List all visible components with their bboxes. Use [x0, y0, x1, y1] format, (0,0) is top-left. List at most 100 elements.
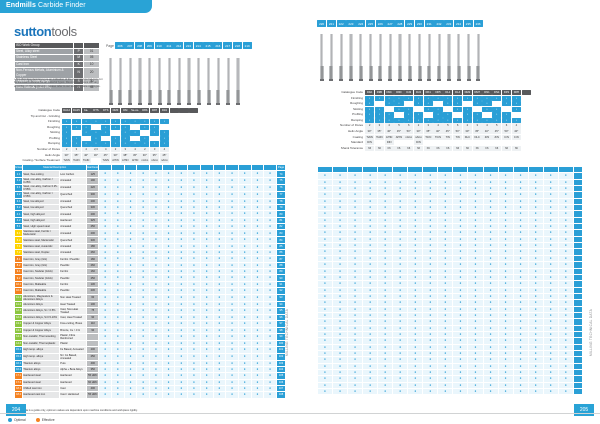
page-number-cell[interactable]: 214: [193, 42, 203, 49]
spec-cell: •: [62, 141, 72, 147]
tool-tip: [329, 79, 334, 81]
row-group-code: 12.1: [13, 306, 24, 315]
page-number-cell[interactable]: 213: [183, 42, 194, 49]
page-number-cell[interactable]: 231: [424, 20, 434, 27]
page-number-cell[interactable]: 208: [134, 42, 145, 49]
spec-row-label: Finishing: [47, 119, 60, 124]
matrix-cell: ●: [557, 267, 575, 275]
page-number-cell[interactable]: 212: [174, 42, 184, 49]
spec-cell: ba-ports-and: [81, 108, 91, 122]
table-row: ● ● ● ● ● ● ● ● ● ● ● ● ● ● ● ● ●: [316, 388, 583, 396]
page-number-cell[interactable]: 209: [144, 42, 154, 49]
page-number-cell[interactable]: 223: [346, 20, 356, 27]
row-page-number: 83: [276, 229, 286, 238]
matrix-cell: ●: [111, 183, 125, 192]
spec-cell: •: [394, 117, 404, 124]
page-number-cell[interactable]: 216: [213, 42, 223, 49]
page-number-cell[interactable]: 221: [326, 20, 336, 27]
matrix-cell: ●: [263, 183, 277, 192]
matrix-cell: ●: [212, 293, 227, 302]
matrix-cell: ●: [212, 352, 227, 361]
page-number-cell[interactable]: 236: [473, 20, 483, 27]
tool-shank: [197, 58, 201, 92]
row-group-code: 2.2: [13, 190, 24, 199]
page-number-cell[interactable]: 222: [336, 20, 346, 27]
matrix-cell: ●: [199, 229, 214, 238]
matrix-cell: ●: [237, 332, 252, 341]
table-row: ● ● ● ● ● ● ● ● ● ● ● ● ● ● ● ● ●: [316, 324, 583, 332]
left-page: suttontools ISO Work Group Steel, Alloy s…: [6, 16, 291, 416]
page-number-cell[interactable]: 233: [444, 20, 454, 27]
matrix-cell: ●: [557, 318, 575, 326]
spec-cell: [72, 114, 81, 119]
page-number-cell[interactable]: 217: [223, 42, 233, 49]
page-number-cell[interactable]: 220: [317, 20, 327, 27]
page-number-cell[interactable]: 211: [164, 42, 174, 49]
row-hardness: 260: [86, 261, 100, 270]
tool-shank: [109, 58, 113, 92]
spec-cell: DIN 6535: [384, 140, 394, 149]
page-number-cell[interactable]: 219: [242, 42, 252, 49]
spec-cell: 30°: [110, 152, 121, 158]
tool-illustration: [317, 26, 326, 82]
spec-cell: DN4: [492, 90, 502, 96]
spec-cell: [189, 136, 198, 141]
spec-cell: 45°: [394, 129, 404, 135]
page-number-cell[interactable]: 234: [453, 20, 464, 27]
spec-cell: •: [140, 135, 150, 142]
tool-tip: [128, 103, 133, 105]
matrix-cell: ●: [557, 210, 575, 218]
page-number-cell[interactable]: 235: [463, 20, 473, 27]
tool-flute: [378, 66, 383, 80]
matrix-cell: ●: [557, 349, 575, 358]
row-group-code: 10.2: [13, 287, 24, 295]
page-number-cell[interactable]: 215: [203, 42, 213, 49]
spec-cell: [473, 107, 482, 112]
spec-cell: D9D: [394, 90, 404, 96]
page-number-cell[interactable]: 232: [434, 20, 444, 27]
row-page-number: 88: [276, 261, 286, 270]
spec-cell: [62, 114, 71, 119]
page-number-cell[interactable]: 228: [395, 20, 405, 27]
page-number-cell[interactable]: 224: [356, 20, 366, 27]
spec-cell: [502, 107, 511, 112]
row-page-number: 105: [276, 372, 286, 380]
legend-row-class: S: [72, 78, 85, 86]
right-page-number: 205: [574, 404, 594, 416]
page-number-cell[interactable]: 225: [365, 20, 376, 27]
spec-cell: D8S: [140, 108, 150, 114]
spec-row: Profiling • • • • • • • • • • •: [317, 112, 583, 118]
matrix-cell: ●: [149, 306, 163, 315]
matrix-cell: ●: [98, 306, 113, 315]
page-number-cell[interactable]: 230: [414, 20, 424, 27]
spec-cell: 35°: [472, 129, 482, 135]
page-number-cell[interactable]: 218: [232, 42, 242, 49]
page-number-cell[interactable]: 207: [125, 42, 135, 49]
spec-cell: TiN: [453, 134, 463, 140]
spec-row: Number of Flutes 2 3 4 5 6 2 3 4 5 6 2 3 4 5 6 4: [317, 123, 583, 129]
spec-cell: h6: [443, 145, 453, 151]
matrix-cell: ●: [263, 190, 277, 199]
spec-cell: [522, 123, 531, 128]
page-number-cell[interactable]: 210: [154, 42, 164, 49]
spec-cell: •: [62, 124, 72, 130]
matrix-cell: ●: [123, 352, 138, 361]
row-page-number: [573, 343, 583, 351]
spec-cell: [492, 140, 501, 145]
page-number-cell[interactable]: 227: [385, 20, 395, 27]
row-material: Stainless steel, Ferritic / Martensitic: [22, 229, 61, 238]
table-row: ● ● ● ● ● ● ● ● ● ● ● ● ● ● ● ● ●: [316, 210, 583, 218]
spec-row: Helix Angle 30° 35° 40° 45° 50° 30° 35° 40° 45° 50…: [317, 129, 583, 135]
page-number-cell[interactable]: 229: [405, 20, 415, 27]
row-page-number: [573, 356, 583, 364]
spec-cell: •: [433, 106, 443, 112]
spec-cell: •: [462, 117, 472, 124]
matrix-cell: ●: [136, 352, 151, 361]
tool-flute: [186, 90, 191, 104]
page-number-cell[interactable]: 226: [375, 20, 385, 27]
legend-row: Titanium & Super Alloys S 30: [14, 78, 100, 86]
table-row: ● ● ● ● ● ● ● ● ● ● ● ● ● ● ● ● ●: [316, 305, 583, 313]
tool-tip: [348, 79, 353, 81]
matrix-cell: ●: [149, 352, 163, 361]
page-number-cell[interactable]: 206: [115, 42, 125, 49]
